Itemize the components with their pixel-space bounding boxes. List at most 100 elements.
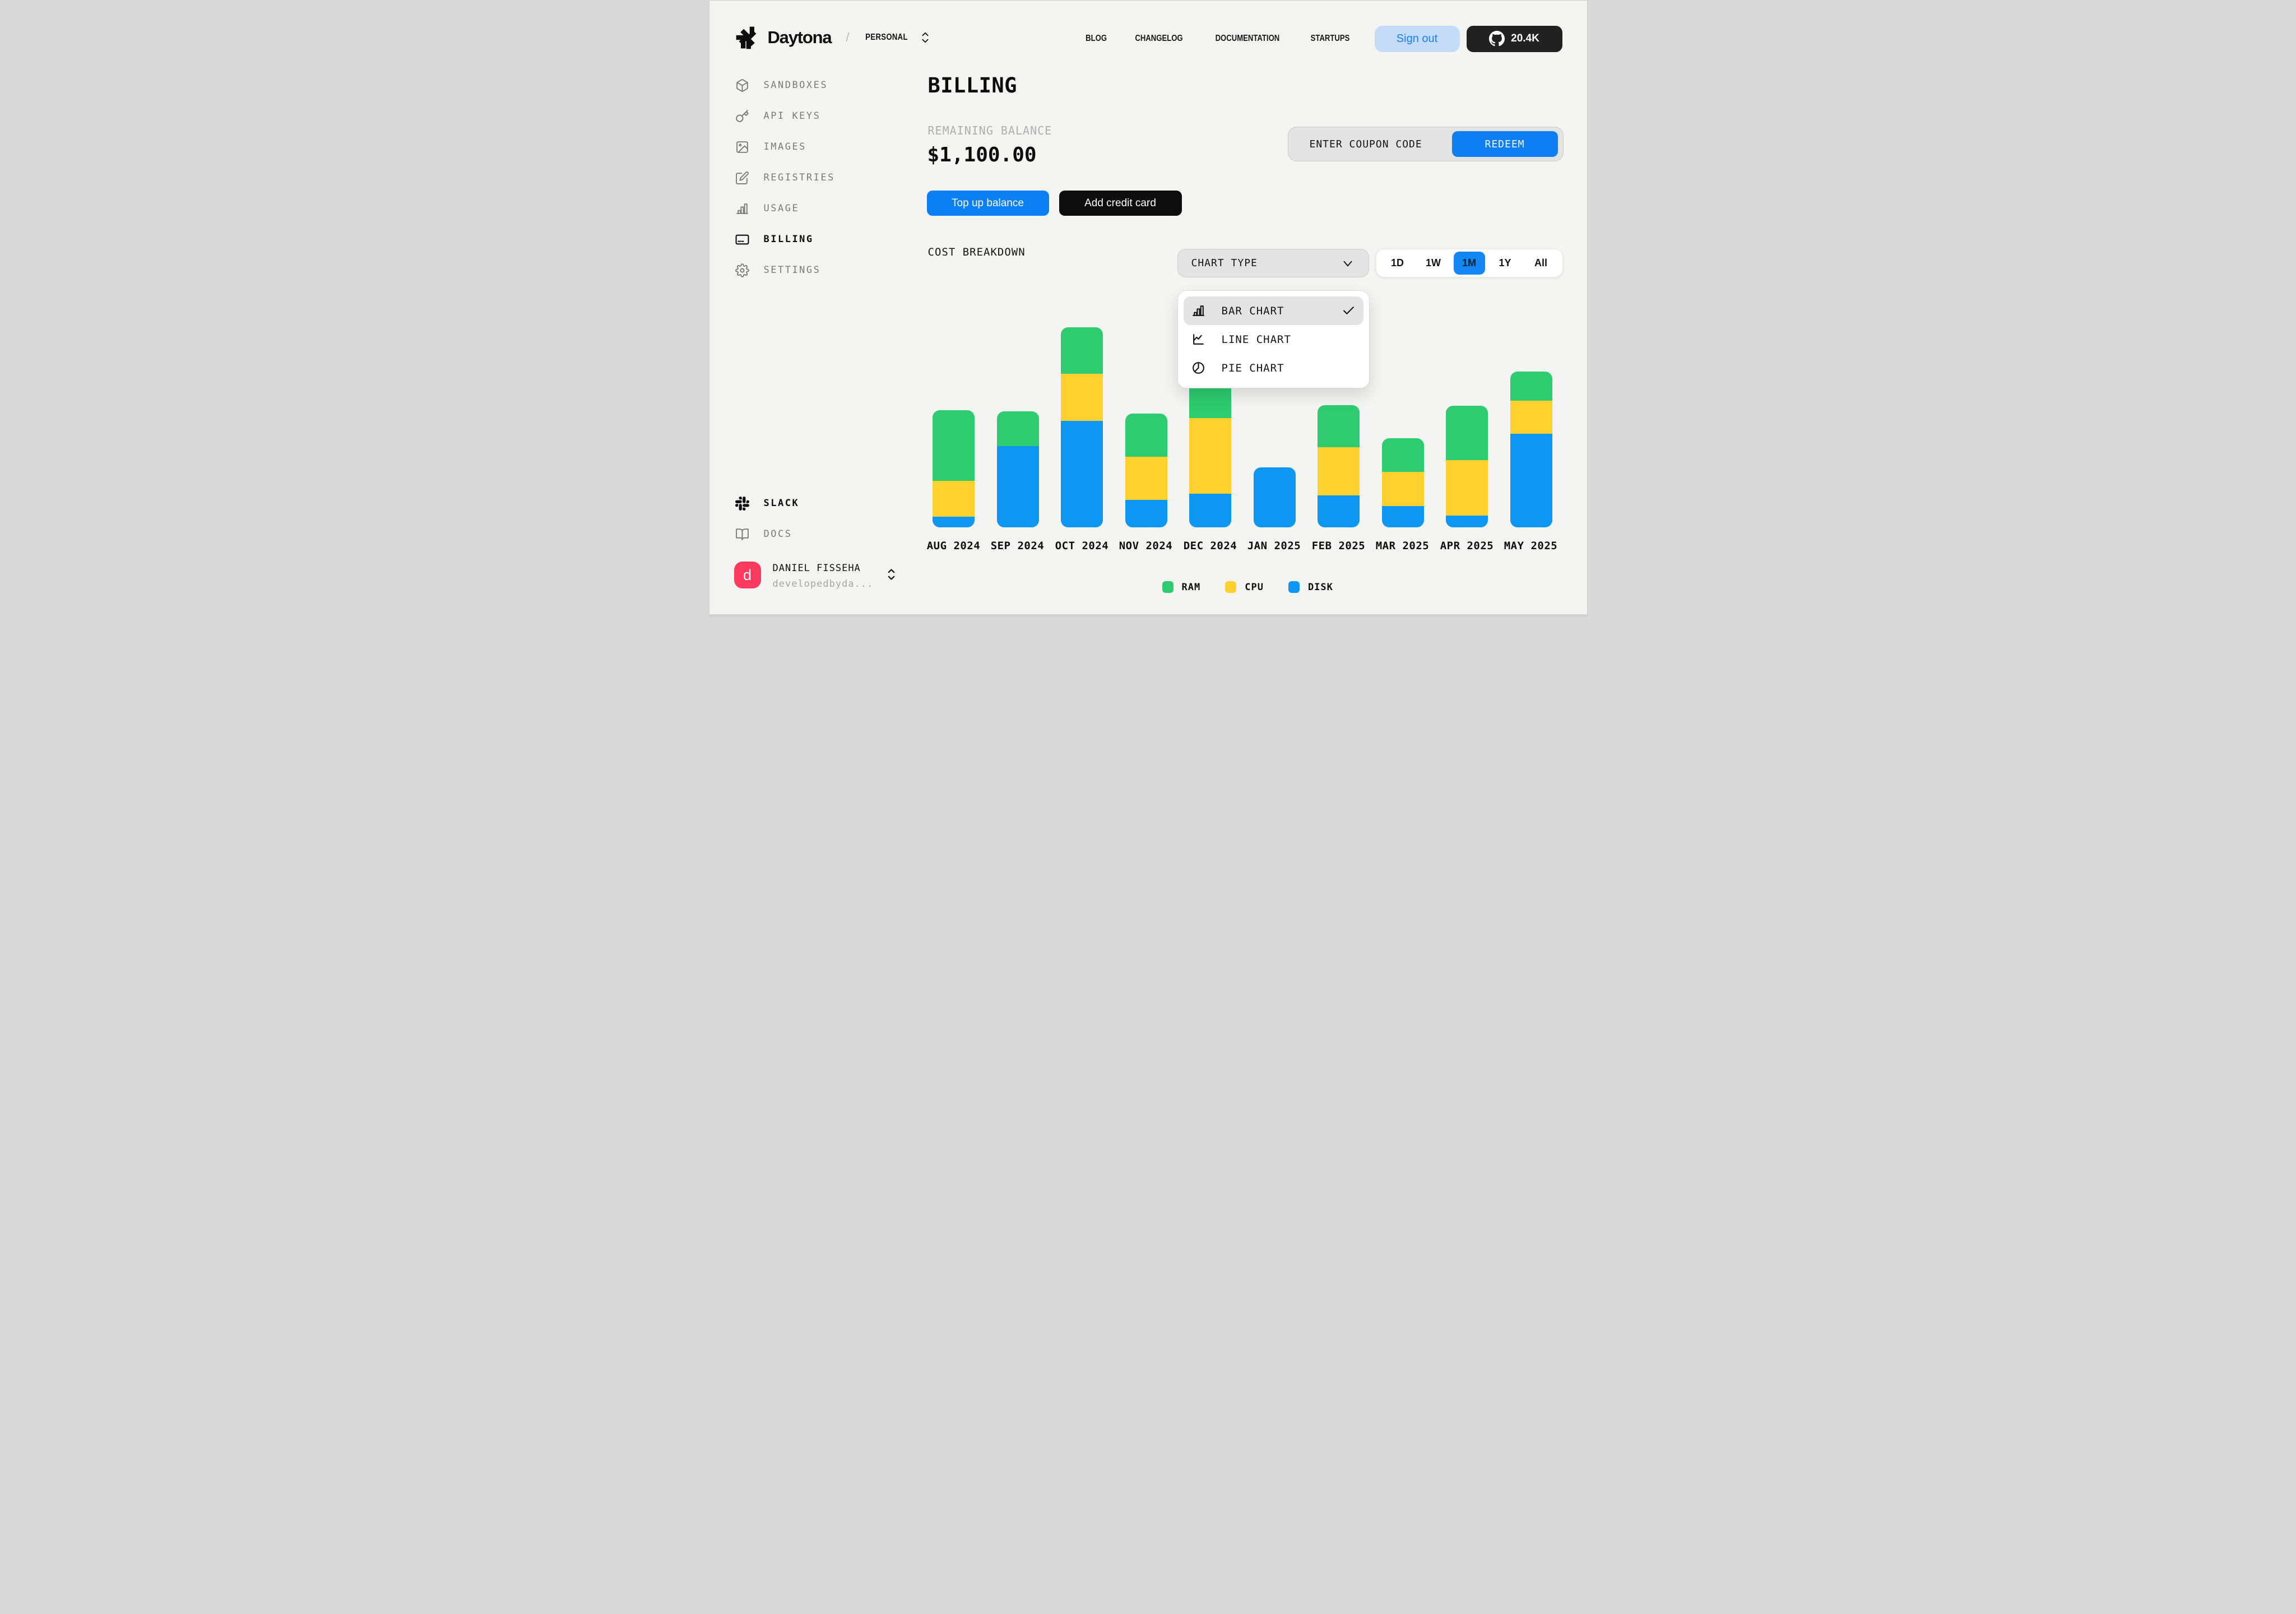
- chart-type-select[interactable]: CHART TYPE: [1177, 249, 1369, 277]
- sidebar-item-sandboxes[interactable]: SANDBOXES: [735, 75, 828, 95]
- chart-type-menu: BAR CHART LINE CHART PIE CHART: [1177, 290, 1370, 388]
- bar-segment-cpu: [1445, 460, 1488, 516]
- header-brand: Daytona / PERSONAL: [734, 24, 930, 51]
- line-chart-icon: [1191, 332, 1206, 347]
- top-up-balance-button[interactable]: Top up balance: [926, 191, 1049, 216]
- bar-aug-2024[interactable]: [932, 410, 975, 527]
- coupon-placeholder: ENTER COUPON CODE: [1309, 138, 1422, 150]
- legend-swatch-cpu: [1225, 581, 1237, 593]
- sidebar-item-billing[interactable]: BILLING: [735, 229, 814, 249]
- bar-dec-2024[interactable]: [1189, 379, 1231, 527]
- x-axis-label: SEP 2024: [990, 540, 1045, 552]
- bar-segment-disk: [1381, 506, 1424, 527]
- sidebar-item-usage[interactable]: USAGE: [735, 198, 800, 219]
- legend-swatch-disk: [1288, 581, 1300, 593]
- org-switcher-chevrons-icon[interactable]: [920, 31, 930, 44]
- menu-item-pie-chart[interactable]: PIE CHART: [1184, 354, 1363, 382]
- legend-label: CPU: [1245, 581, 1264, 593]
- bar-segment-disk: [1125, 500, 1167, 527]
- range-button-1y[interactable]: 1Y: [1499, 257, 1511, 268]
- chart-type-select-label: CHART TYPE: [1191, 257, 1258, 269]
- bar-segment-cpu: [1189, 418, 1231, 494]
- bar-may-2025[interactable]: [1510, 372, 1552, 527]
- pie-chart-icon: [1191, 361, 1206, 375]
- legend-swatch-ram: [1162, 581, 1173, 593]
- bar-oct-2024[interactable]: [1060, 327, 1103, 527]
- brand-name[interactable]: Daytona: [767, 27, 832, 47]
- page-title: BILLING: [927, 73, 1017, 98]
- top-nav-documentation[interactable]: DOCUMENTATION: [1215, 34, 1279, 43]
- sidebar-item-images[interactable]: IMAGES: [735, 137, 806, 157]
- menu-item-bar-chart[interactable]: BAR CHART: [1183, 296, 1363, 325]
- redeem-button[interactable]: REDEEM: [1451, 131, 1558, 157]
- bar-segment-disk: [1317, 495, 1360, 527]
- credit-card-icon: [735, 233, 749, 247]
- x-axis-label: APR 2025: [1440, 540, 1494, 552]
- breadcrumb-separator: /: [846, 30, 850, 44]
- x-axis-label: AUG 2024: [926, 540, 981, 552]
- bar-nov-2024[interactable]: [1125, 414, 1167, 527]
- bar-apr-2025[interactable]: [1445, 406, 1488, 527]
- bar-segment-ram: [1125, 414, 1167, 457]
- bar-segment-disk: [1510, 433, 1552, 527]
- bar-segment-disk: [1445, 515, 1488, 527]
- bar-mar-2025[interactable]: [1381, 438, 1424, 527]
- legend-label: DISK: [1307, 581, 1333, 593]
- range-button-1d[interactable]: 1D: [1390, 257, 1404, 268]
- bar-sep-2024[interactable]: [996, 411, 1039, 527]
- github-stars-button[interactable]: 20.4K: [1466, 25, 1562, 52]
- remaining-balance-value: $1,100.00: [927, 143, 1037, 166]
- user-name: DANIEL FISSEHA: [772, 563, 861, 574]
- bar-segment-ram: [1510, 372, 1552, 401]
- top-nav-changelog[interactable]: CHANGELOG: [1134, 34, 1183, 43]
- x-axis-label: OCT 2024: [1055, 540, 1109, 552]
- check-icon: [1342, 304, 1356, 318]
- top-nav-blog[interactable]: BLOG: [1086, 34, 1107, 43]
- user-menu-chevrons-icon[interactable]: [887, 566, 896, 583]
- header-right: BLOG CHANGELOG DOCUMENTATION STARTUPS Sign …: [1083, 25, 1562, 52]
- range-button-1w[interactable]: 1W: [1426, 257, 1441, 268]
- bar-segment-disk: [996, 446, 1039, 527]
- bar-jan-2025[interactable]: [1253, 467, 1296, 527]
- edit-icon: [735, 171, 749, 185]
- legend-item-ram: RAM: [1162, 581, 1201, 593]
- app-window: Daytona / PERSONAL BLOG CHANGELOG DOCUMENT…: [708, 0, 1588, 618]
- cost-breakdown-label: COST BREAKDOWN: [927, 246, 1026, 258]
- bar-segment-ram: [1060, 327, 1103, 374]
- image-icon: [735, 140, 749, 154]
- bar-segment-ram: [1317, 405, 1360, 447]
- x-axis-label: MAY 2025: [1504, 540, 1558, 552]
- user-meta: DANIEL FISSEHA developedbyda...: [773, 562, 874, 590]
- user-card[interactable]: d DANIEL FISSEHA developedbyda...: [734, 562, 897, 590]
- key-icon: [735, 109, 749, 123]
- bar-segment-cpu: [1381, 471, 1424, 507]
- legend-label: RAM: [1181, 581, 1201, 593]
- add-credit-card-button[interactable]: Add credit card: [1059, 191, 1182, 216]
- bar-segment-disk: [1189, 493, 1231, 527]
- sidebar-item-registries[interactable]: REGISTRIES: [735, 168, 835, 188]
- menu-item-line-chart[interactable]: LINE CHART: [1184, 325, 1363, 354]
- bar-segment-cpu: [1317, 447, 1360, 495]
- bar-feb-2025[interactable]: [1317, 405, 1360, 527]
- coupon-input[interactable]: ENTER COUPON CODE REDEEM: [1287, 127, 1564, 161]
- top-nav: BLOG CHANGELOG DOCUMENTATION STARTUPS: [1083, 34, 1354, 44]
- x-axis-label: NOV 2024: [1119, 540, 1173, 552]
- range-button-1m[interactable]: 1M: [1453, 252, 1485, 275]
- sidebar-item-settings[interactable]: SETTINGS: [735, 260, 821, 280]
- range-button-all[interactable]: All: [1534, 257, 1547, 268]
- bar-segment-cpu: [1060, 373, 1103, 421]
- sign-out-button[interactable]: Sign out: [1374, 25, 1460, 52]
- docs-book-icon: [735, 527, 749, 541]
- sidebar-item-slack[interactable]: SLACK: [735, 493, 800, 513]
- bar-segment-disk: [1060, 420, 1103, 527]
- top-nav-startups[interactable]: STARTUPS: [1311, 34, 1350, 43]
- cube-icon: [735, 78, 749, 92]
- bar-segment-disk: [932, 516, 975, 527]
- bar-segment-ram: [996, 411, 1039, 447]
- org-switcher: PERSONAL: [865, 33, 908, 42]
- sidebar-item-api-keys[interactable]: API KEYS: [735, 106, 821, 126]
- sidebar-item-docs[interactable]: DOCS: [735, 524, 792, 544]
- remaining-balance-label: REMAINING BALANCE: [927, 124, 1052, 137]
- bar-segment-ram: [932, 410, 975, 481]
- x-axis-label: MAR 2025: [1375, 540, 1430, 552]
